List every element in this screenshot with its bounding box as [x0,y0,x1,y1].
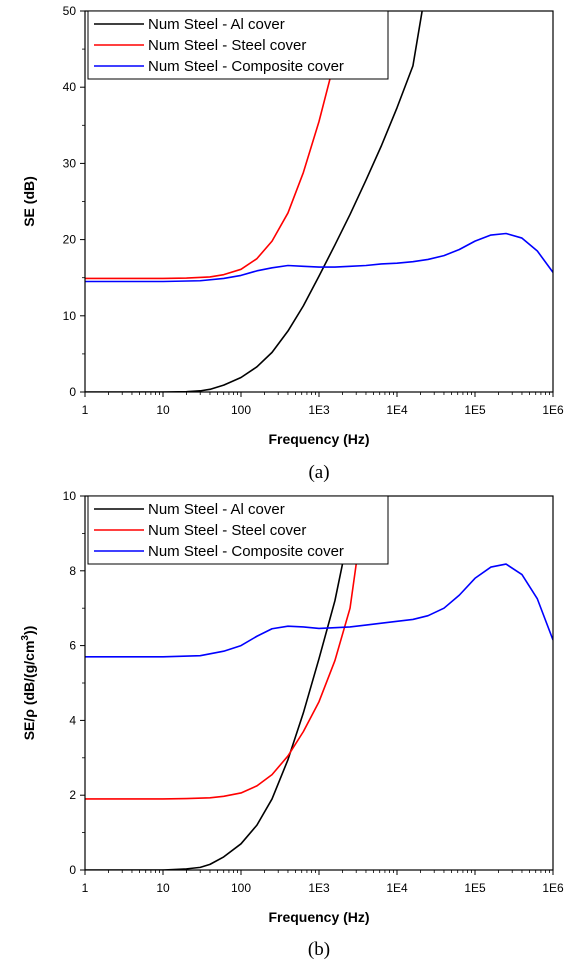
series-line-3 [85,232,553,283]
y-tick-label: 10 [63,309,77,323]
y-tick-label: 2 [69,788,76,802]
y-axis-title-end: )) [21,626,37,635]
chart-panel-1: 1 10 100 1E3 1E4 1E5 1E6 0 10 20 30 40 50 Frequency (… [21,4,564,483]
x-tick-label: 1 [82,403,89,417]
x-tick-label: 1E5 [464,881,486,895]
x-tick-label: 100 [231,881,251,895]
x-tick-label: 1E5 [464,403,486,417]
legend: Num Steel - Al cover Num Steel - Steel co… [87,10,389,80]
y-tick-label: 10 [63,489,77,503]
y-tick-label: 4 [69,713,76,727]
x-tick-label: 1E3 [308,403,330,417]
series-line-2 [85,11,344,280]
x-tick-label: 1E6 [542,881,564,895]
legend-label-1: Num Steel - Al cover [148,16,285,33]
x-axis-title: Frequency (Hz) [268,909,369,925]
series-line-2 [85,548,360,800]
legend-label-2: Num Steel - Steel cover [148,522,306,539]
y-axis-title-superscript: 3 [20,635,31,641]
panel-label: (a) [308,462,329,483]
legend-label-1: Num Steel - Al cover [148,501,285,518]
y-axis-title: SE/ρ (dB/(g/cm3)) [20,626,37,741]
y-tick-label: 0 [69,863,76,877]
y-tick-label: 6 [69,639,76,653]
series-line-3 [85,563,553,658]
y-tick-label: 8 [69,564,76,578]
y-tick-label: 20 [63,233,77,247]
legend-label-3: Num Steel - Composite cover [148,58,344,75]
y-tick-label: 50 [63,4,77,18]
y-axis-title: SE (dB) [21,176,37,227]
chart-panel-2: 1 10 100 1E3 1E4 1E5 1E6 0 2 4 6 8 10 Frequency (Hz) S… [20,489,564,960]
panel-label: (b) [308,939,330,960]
x-tick-label: 1E6 [542,403,564,417]
x-tick-label: 1 [82,881,89,895]
x-tick-label: 10 [156,881,170,895]
x-tick-label: 100 [231,403,251,417]
y-tick-label: 30 [63,156,77,170]
x-tick-label: 1E3 [308,881,330,895]
series-line-1 [85,11,423,392]
y-tick-label: 40 [63,80,77,94]
y-tick-label: 0 [69,385,76,399]
legend: Num Steel - Al cover Num Steel - Steel co… [87,495,389,565]
x-axis-title: Frequency (Hz) [268,431,369,447]
x-tick-label: 10 [156,403,170,417]
x-tick-label: 1E4 [386,881,408,895]
legend-label-2: Num Steel - Steel cover [148,37,306,54]
x-tick-label: 1E4 [386,403,408,417]
y-axis-title-text: SE (dB) [21,176,37,227]
y-axis-title-text: SE/ρ (dB/(g/cm [21,641,37,741]
series-line-1 [85,548,347,870]
legend-label-3: Num Steel - Composite cover [148,543,344,560]
